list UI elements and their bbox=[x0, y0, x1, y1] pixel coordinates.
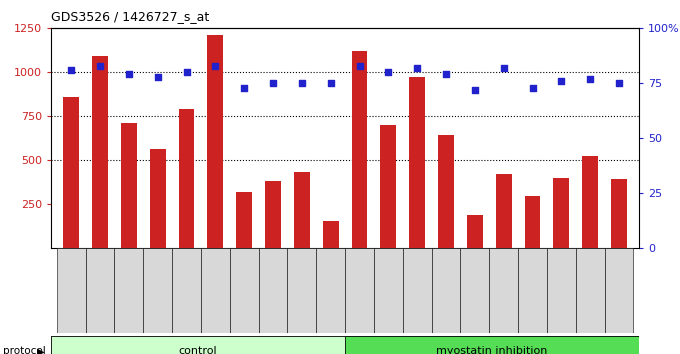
Point bbox=[267, 80, 278, 86]
Point bbox=[210, 63, 221, 68]
Bar bbox=[86, 248, 114, 333]
Bar bbox=[611, 179, 627, 248]
Bar bbox=[179, 109, 194, 248]
Bar bbox=[56, 248, 86, 333]
Bar bbox=[323, 222, 339, 248]
Bar bbox=[345, 336, 639, 354]
Bar bbox=[380, 125, 396, 248]
Point bbox=[585, 76, 596, 82]
Point bbox=[412, 65, 423, 71]
Text: GDS3526 / 1426727_s_at: GDS3526 / 1426727_s_at bbox=[51, 10, 209, 23]
Bar bbox=[294, 172, 310, 248]
Point bbox=[469, 87, 480, 93]
Bar bbox=[352, 51, 367, 248]
Bar bbox=[582, 156, 598, 248]
Bar bbox=[236, 193, 252, 248]
Bar bbox=[63, 97, 79, 248]
Bar bbox=[554, 178, 569, 248]
Point bbox=[325, 80, 336, 86]
Bar bbox=[467, 215, 483, 248]
Bar bbox=[114, 248, 143, 333]
Bar bbox=[547, 248, 576, 333]
Bar bbox=[201, 248, 230, 333]
Bar bbox=[92, 56, 108, 248]
Point bbox=[383, 69, 394, 75]
Point bbox=[239, 85, 250, 90]
Point bbox=[613, 80, 624, 86]
Bar bbox=[121, 123, 137, 248]
Bar bbox=[576, 248, 605, 333]
Bar bbox=[496, 174, 511, 248]
Bar bbox=[51, 336, 345, 354]
Point bbox=[498, 65, 509, 71]
Bar bbox=[460, 248, 490, 333]
Bar bbox=[374, 248, 403, 333]
Bar bbox=[403, 248, 432, 333]
Bar bbox=[490, 248, 518, 333]
Point bbox=[354, 63, 365, 68]
Bar bbox=[518, 248, 547, 333]
Point bbox=[66, 67, 77, 73]
Point bbox=[441, 72, 452, 77]
Bar bbox=[605, 248, 634, 333]
Point bbox=[527, 85, 538, 90]
Bar bbox=[258, 248, 288, 333]
Bar bbox=[230, 248, 258, 333]
Bar bbox=[432, 248, 460, 333]
Bar bbox=[150, 149, 166, 248]
Point bbox=[556, 78, 567, 84]
Bar bbox=[409, 78, 425, 248]
Point bbox=[95, 63, 105, 68]
Bar bbox=[524, 196, 541, 248]
Bar bbox=[345, 248, 374, 333]
Bar bbox=[143, 248, 172, 333]
Bar bbox=[288, 248, 316, 333]
Point bbox=[296, 80, 307, 86]
Point bbox=[123, 72, 134, 77]
Text: ▶: ▶ bbox=[37, 346, 45, 354]
Point bbox=[181, 69, 192, 75]
Text: myostatin inhibition: myostatin inhibition bbox=[437, 346, 548, 354]
Point bbox=[152, 74, 163, 79]
Bar bbox=[316, 248, 345, 333]
Bar bbox=[265, 181, 281, 248]
Bar bbox=[438, 136, 454, 248]
Text: control: control bbox=[179, 346, 218, 354]
Text: protocol: protocol bbox=[3, 346, 46, 354]
Bar bbox=[207, 35, 223, 248]
Bar bbox=[172, 248, 201, 333]
